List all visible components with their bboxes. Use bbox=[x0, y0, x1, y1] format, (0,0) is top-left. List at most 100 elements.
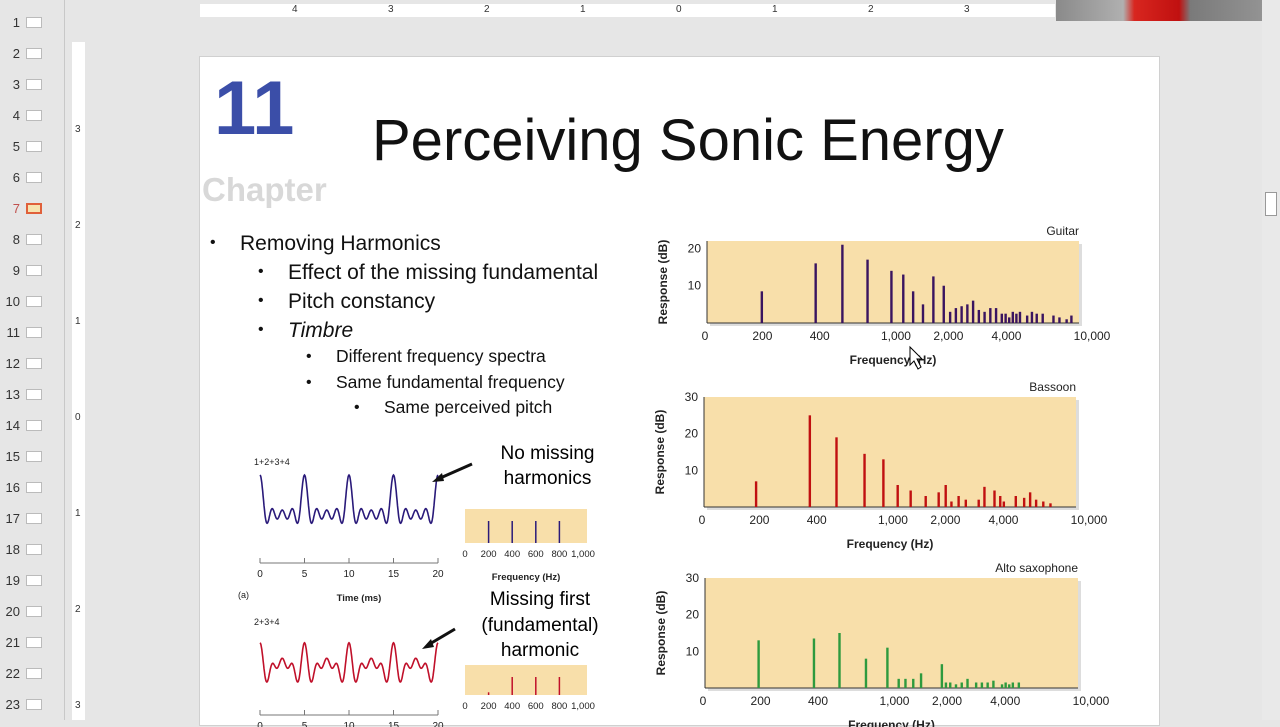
spectrum-bar bbox=[1017, 682, 1021, 688]
slide-title[interactable]: Perceiving Sonic Energy bbox=[372, 108, 1004, 173]
slide-thumbnail-16[interactable]: 16 bbox=[0, 478, 64, 498]
x-tick-label: 5 bbox=[302, 569, 308, 580]
spectrum-bar bbox=[964, 499, 967, 507]
x-tick-label: 10,000 bbox=[1071, 513, 1108, 527]
thumbnail-image bbox=[26, 513, 42, 524]
callout-no-missing: No missing harmonics bbox=[495, 441, 600, 491]
x-tick-label: 20 bbox=[432, 721, 444, 727]
bullet-item[interactable]: • Effect of the missing fundamental bbox=[258, 261, 599, 285]
spectrum-bar bbox=[863, 453, 866, 507]
bullet-text: Effect of the missing fundamental bbox=[288, 261, 599, 284]
slide-thumbnail-3[interactable]: 3 bbox=[0, 75, 64, 95]
slide-thumbnail-12[interactable]: 12 bbox=[0, 354, 64, 374]
callout-line: Missing first bbox=[489, 589, 591, 610]
slide-thumbnail-15[interactable]: 15 bbox=[0, 447, 64, 467]
slide-thumbnail-5[interactable]: 5 bbox=[0, 137, 64, 157]
x-tick-label: 1,000 bbox=[878, 513, 908, 527]
slide-thumbnail-13[interactable]: 13 bbox=[0, 385, 64, 405]
slide-thumbnail-17[interactable]: 17 bbox=[0, 509, 64, 529]
slide-number: 4 bbox=[12, 108, 20, 123]
slide-thumbnail-2[interactable]: 2 bbox=[0, 44, 64, 64]
slide-thumbnail-19[interactable]: 19 bbox=[0, 571, 64, 591]
vertical-scrollbar[interactable] bbox=[1262, 0, 1280, 720]
slide-thumbnail-14[interactable]: 14 bbox=[0, 416, 64, 436]
x-tick-label: 1,000 bbox=[571, 549, 595, 560]
slide-thumbnail-23[interactable]: 23 bbox=[0, 695, 64, 715]
ruler-label: 1 bbox=[75, 508, 81, 519]
thumbnail-image bbox=[26, 17, 42, 28]
thumbnail-image bbox=[26, 203, 42, 214]
ruler-label: 1 bbox=[75, 316, 81, 327]
ruler-label: 3 bbox=[75, 700, 81, 711]
mouse-cursor-icon bbox=[909, 345, 924, 370]
spectrum-bar bbox=[983, 311, 986, 323]
ruler-label: 2 bbox=[484, 4, 490, 15]
spectrum-bar bbox=[924, 496, 927, 507]
bullet-item[interactable]: • Same fundamental frequency bbox=[306, 372, 565, 393]
slide-thumbnail-22[interactable]: 22 bbox=[0, 664, 64, 684]
spectrum-bar bbox=[966, 678, 969, 688]
spectrum-bar bbox=[949, 682, 952, 688]
x-tick-label: 10 bbox=[343, 721, 355, 727]
spectrum-bar bbox=[1022, 497, 1026, 507]
spectrum-bar bbox=[841, 244, 844, 323]
webcam-overlay bbox=[1056, 0, 1280, 21]
x-tick-label: 200 bbox=[752, 329, 772, 343]
vertical-ruler: 3 2 1 0 1 2 3 bbox=[72, 42, 85, 720]
spectrum-bar bbox=[992, 680, 995, 688]
x-tick-label: 400 bbox=[808, 694, 828, 708]
slide-thumbnail-7[interactable]: 7 bbox=[0, 199, 64, 219]
slide-thumbnail-18[interactable]: 18 bbox=[0, 540, 64, 560]
spectrum-bar bbox=[1008, 317, 1011, 323]
spectrum-bar bbox=[971, 300, 975, 323]
arrow bbox=[437, 462, 473, 481]
slide-thumbnail-20[interactable]: 20 bbox=[0, 602, 64, 622]
spectrum-bar bbox=[1034, 499, 1038, 507]
callout-line: (fundamental) bbox=[481, 614, 599, 636]
slide-thumbnail-4[interactable]: 4 bbox=[0, 106, 64, 126]
bullet-item[interactable]: • Removing Harmonics bbox=[210, 232, 441, 256]
x-tick-label: 15 bbox=[388, 569, 400, 580]
slide-thumbnail-21[interactable]: 21 bbox=[0, 633, 64, 653]
slide-thumbnail-6[interactable]: 6 bbox=[0, 168, 64, 188]
x-tick-label: 4,000 bbox=[990, 694, 1020, 708]
chart-title: Guitar bbox=[1046, 224, 1079, 238]
thumbnail-image bbox=[26, 48, 42, 59]
bullet-item[interactable]: • Same perceived pitch bbox=[354, 397, 553, 418]
slide-thumbnail-8[interactable]: 8 bbox=[0, 230, 64, 250]
scrollbar-thumb[interactable] bbox=[1265, 192, 1277, 216]
thumbnail-image bbox=[26, 575, 42, 586]
x-tick-label: 2,000 bbox=[932, 694, 962, 708]
x-tick-label: 200 bbox=[481, 701, 497, 712]
x-tick-label: 1,000 bbox=[571, 701, 595, 712]
x-tick-label: 1,000 bbox=[881, 329, 911, 343]
bullet-text: Timbre bbox=[288, 319, 354, 342]
spectrum-bar bbox=[954, 684, 958, 688]
spectrum-bar bbox=[1041, 313, 1044, 323]
slide-number: 20 bbox=[5, 604, 20, 619]
slide-number: 19 bbox=[5, 573, 20, 588]
spectrum-bar bbox=[1070, 315, 1073, 323]
slide-thumbnail-1[interactable]: 1 bbox=[0, 13, 64, 33]
slide-number: 11 bbox=[6, 325, 21, 340]
thumbnail-image bbox=[26, 699, 42, 710]
chapter-number: 11 bbox=[214, 66, 295, 151]
slide-thumbnail-11[interactable]: 11 bbox=[0, 323, 64, 343]
slide-thumbnail-9[interactable]: 9 bbox=[0, 261, 64, 281]
spectrum-bar bbox=[932, 276, 935, 323]
thumbnail-image bbox=[26, 668, 42, 679]
x-tick-label: 0 bbox=[462, 701, 467, 712]
y-tick-label: 30 bbox=[685, 390, 699, 404]
bullet-text: Same perceived pitch bbox=[384, 397, 553, 417]
bullet-item[interactable]: • Timbre bbox=[258, 319, 354, 343]
bullet-dot: • bbox=[306, 374, 312, 391]
slide-number: 10 bbox=[5, 294, 20, 309]
slide-thumbnail-10[interactable]: 10 bbox=[0, 292, 64, 312]
slide-number: 16 bbox=[5, 480, 20, 495]
spectrum-bar bbox=[1011, 311, 1015, 323]
bullet-item[interactable]: • Different frequency spectra bbox=[306, 346, 546, 367]
ruler-label: 3 bbox=[964, 4, 970, 15]
x-tick-label: 0 bbox=[700, 694, 707, 708]
slide-canvas[interactable]: 11 Chapter Perceiving Sonic Energy • Remo… bbox=[199, 56, 1160, 727]
bullet-item[interactable]: • Pitch constancy bbox=[258, 290, 435, 314]
